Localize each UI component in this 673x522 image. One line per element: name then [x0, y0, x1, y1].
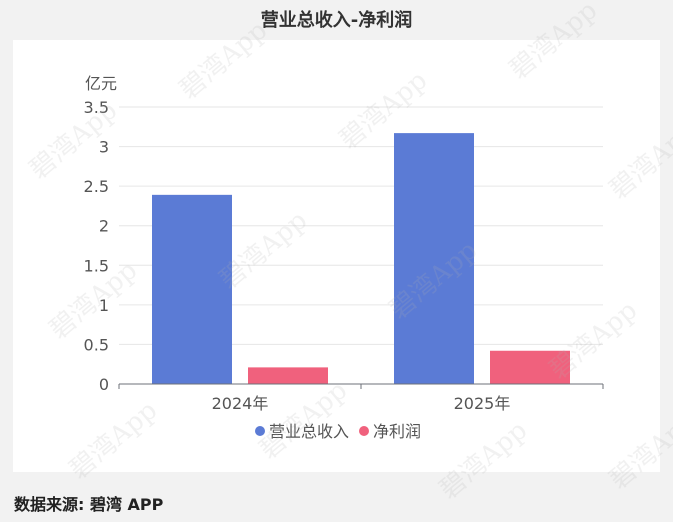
legend: 营业总收入 净利润	[255, 422, 421, 441]
data-source-label: 数据来源: 碧湾 APP	[14, 495, 164, 514]
y-tick-label: 3.5	[84, 98, 109, 117]
x-axis-ticks: 2024年 2025年	[118, 384, 604, 413]
y-tick-label: 3	[99, 138, 109, 157]
bar-revenue-0[interactable]	[152, 194, 232, 384]
bar-chart: 0 0.5 1 1.5 2 2.5 3 3.5 亿元 2024年 2025年 营业总收入 净利润	[84, 74, 604, 441]
y-tick-label: 2.5	[84, 177, 109, 196]
y-tick-label: 1.5	[84, 256, 109, 275]
x-tick-label: 2025年	[454, 394, 511, 413]
x-tick-label: 2024年	[212, 394, 269, 413]
legend-swatch	[255, 426, 265, 436]
legend-swatch	[359, 426, 369, 436]
y-tick-label: 0	[99, 375, 109, 394]
y-tick-label: 1	[99, 296, 109, 315]
bar-net-profit-1[interactable]	[490, 350, 570, 384]
bars	[152, 133, 570, 384]
y-axis-unit-label: 亿元	[85, 74, 117, 93]
chart-panel: 0 0.5 1 1.5 2 2.5 3 3.5 亿元 2024年 2025年 营业总收入 净利润	[13, 40, 660, 472]
bar-net-profit-0[interactable]	[248, 367, 328, 384]
bar-revenue-1[interactable]	[394, 133, 474, 384]
y-tick-label: 2	[99, 217, 109, 236]
y-axis-ticks: 0 0.5 1 1.5 2 2.5 3 3.5	[84, 98, 109, 394]
legend-label: 净利润	[373, 422, 421, 441]
legend-label: 营业总收入	[269, 422, 349, 441]
chart-title: 营业总收入-净利润	[260, 10, 413, 31]
legend-item-net-profit[interactable]: 净利润	[359, 422, 421, 441]
legend-item-revenue[interactable]: 营业总收入	[255, 422, 349, 441]
y-tick-label: 0.5	[84, 335, 109, 354]
